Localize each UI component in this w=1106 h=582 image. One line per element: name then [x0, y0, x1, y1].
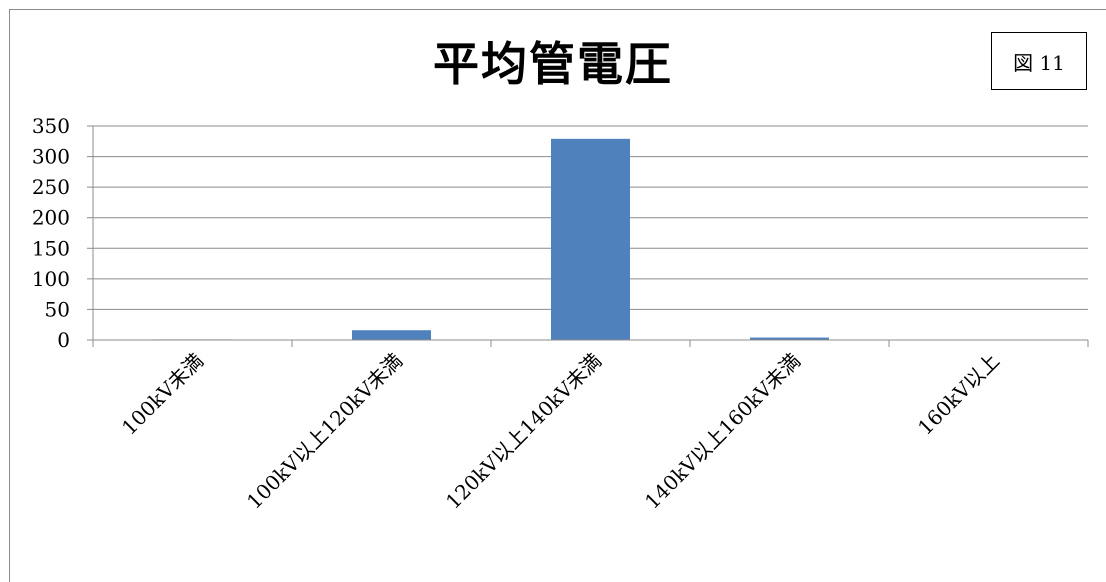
- y-tick-label: 300: [32, 145, 70, 169]
- chart-frame: [9, 9, 1106, 582]
- y-tick-label: 350: [32, 114, 70, 138]
- bar: [551, 138, 630, 340]
- bars: [153, 138, 829, 340]
- chart-title: 平均管電圧: [433, 37, 673, 91]
- x-tick-label: 120kV以上140kV未満: [441, 349, 606, 514]
- y-tick-label: 100: [32, 267, 70, 291]
- axes: [87, 125, 1089, 347]
- y-tick-label: 0: [57, 328, 70, 352]
- y-tick-label: 50: [45, 297, 70, 321]
- bar: [352, 330, 431, 340]
- x-tick-label: 140kV以上160kV未満: [640, 349, 805, 514]
- y-tick-label: 200: [32, 206, 70, 230]
- axis-labels: 0 50 100 150 200 250 300 350 100kV未満 100kV以上120kV…: [32, 114, 1004, 514]
- figure-label: 図 11: [991, 32, 1087, 90]
- x-tick-label: 160kV以上: [913, 349, 1004, 440]
- y-tick-label: 250: [32, 175, 70, 199]
- y-tick-label: 150: [32, 236, 70, 260]
- bar: [750, 337, 829, 340]
- x-tick-label: 100kV以上120kV未満: [242, 349, 407, 514]
- x-tick-label: 100kV未満: [117, 349, 208, 440]
